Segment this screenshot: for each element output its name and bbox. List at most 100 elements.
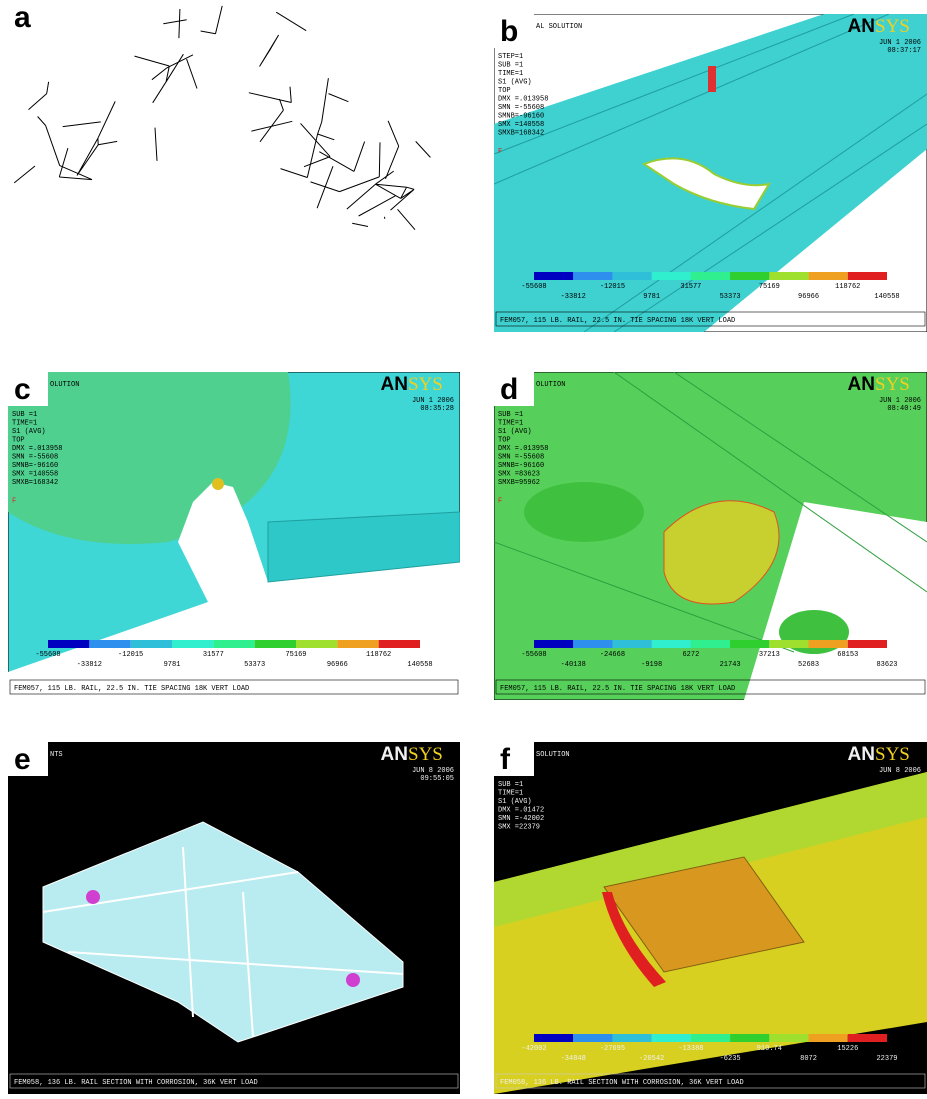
info-line: DMX =.013958 xyxy=(12,445,62,453)
marker: F xyxy=(498,148,502,156)
legend-swatch xyxy=(573,640,612,648)
legend-swatch xyxy=(48,640,89,648)
marker: F xyxy=(498,498,502,506)
legend-swatch xyxy=(89,640,130,648)
legend-label: -9198 xyxy=(641,661,662,669)
legend-swatch xyxy=(612,1034,651,1042)
legend-swatch xyxy=(534,640,573,648)
panel: AL SOLUTIONSTEP=1SUB =1TIME=1S1 (AVG)TOP… xyxy=(494,14,927,332)
info-line: S1 (AVG) xyxy=(498,798,532,806)
legend-swatch xyxy=(809,640,848,648)
heading: SOLUTION xyxy=(536,751,570,759)
legend-swatch xyxy=(379,640,420,648)
legend-label: -12015 xyxy=(118,651,143,659)
logo: AN xyxy=(848,374,875,395)
legend-label: 8072 xyxy=(800,1055,817,1063)
info-line: SMN =-42002 xyxy=(498,815,544,823)
legend-label: 53373 xyxy=(720,293,741,301)
date: JUN 1 2006 xyxy=(412,397,454,405)
info-line: SMNB=-96160 xyxy=(12,462,58,470)
peak-stress xyxy=(212,478,224,490)
legend-swatch xyxy=(769,1034,808,1042)
info-line: SMX =22379 xyxy=(498,824,540,832)
wireframe-mesh xyxy=(14,6,430,230)
legend-label: -33812 xyxy=(77,661,102,669)
legend-label: -55608 xyxy=(521,283,546,291)
legend-label: -13388 xyxy=(678,1045,703,1053)
info-line: SMXB=95962 xyxy=(498,479,540,487)
legend-label: 140558 xyxy=(874,293,899,301)
info-line: SMXB=168342 xyxy=(12,479,58,487)
legend-label: 83623 xyxy=(876,661,897,669)
info-line: TIME=1 xyxy=(12,420,37,428)
time: 09:55:05 xyxy=(420,775,454,783)
legend-label: -24668 xyxy=(600,651,625,659)
info-line: SUB =1 xyxy=(12,411,37,419)
legend-swatch xyxy=(691,640,730,648)
panel: a xyxy=(8,0,460,335)
legend-label: 75169 xyxy=(759,283,780,291)
heading: OLUTION xyxy=(536,381,565,389)
logo: SYS xyxy=(408,744,443,765)
info-line: TOP xyxy=(498,437,511,445)
logo: SYS xyxy=(875,374,910,395)
legend-swatch xyxy=(172,640,213,648)
legend-swatch xyxy=(652,272,691,280)
logo: AN xyxy=(381,744,408,765)
legend-label: 96966 xyxy=(798,293,819,301)
legend-label: 910.74 xyxy=(757,1045,782,1053)
legend-swatch xyxy=(691,272,730,280)
heading: AL SOLUTION xyxy=(536,23,582,31)
legend-label: 118762 xyxy=(835,283,860,291)
legend-swatch xyxy=(848,1034,887,1042)
info-line: SMX =140558 xyxy=(498,121,544,129)
heading: OLUTION xyxy=(50,381,79,389)
legend-swatch xyxy=(809,1034,848,1042)
legend-swatch xyxy=(534,1034,573,1042)
legend-label: 140558 xyxy=(407,661,432,669)
legend-swatch xyxy=(612,640,651,648)
info-line: DMX =.013958 xyxy=(498,445,548,453)
panel: OLUTIONSUB =1TIME=1S1 (AVG)TOPDMX =.0139… xyxy=(494,372,927,700)
time: 08:37:17 xyxy=(887,47,921,55)
legend-label: 31577 xyxy=(680,283,701,291)
legend-label: 53373 xyxy=(244,661,265,669)
panel-letter: b xyxy=(500,15,518,48)
legend-label: 75169 xyxy=(285,651,306,659)
legend-label: -6235 xyxy=(720,1055,741,1063)
footer: FEM058, 136 LB. RAIL SECTION WITH CORROS… xyxy=(14,1079,258,1087)
info-line: SMN =-55608 xyxy=(498,104,544,112)
legend-label: -33812 xyxy=(561,293,586,301)
panel-letter: e xyxy=(14,743,31,776)
heading: NTS xyxy=(50,751,63,759)
legend-swatch xyxy=(848,640,887,648)
info-line: S1 (AVG) xyxy=(12,428,46,436)
legend-label: -42002 xyxy=(521,1045,546,1053)
info-line: STEP=1 xyxy=(498,53,523,61)
legend-label: 21743 xyxy=(720,661,741,669)
info-line: SMNB=-96160 xyxy=(498,462,544,470)
footer: FEM058, 136 LB. RAIL SECTION WITH CORROS… xyxy=(500,1079,744,1087)
legend-swatch xyxy=(730,272,769,280)
legend-swatch xyxy=(769,640,808,648)
legend-swatch xyxy=(573,272,612,280)
legend-swatch xyxy=(652,1034,691,1042)
info-line: SMN =-55608 xyxy=(498,454,544,462)
info-line: TIME=1 xyxy=(498,790,523,798)
legend-label: -12015 xyxy=(600,283,625,291)
info-line: DMX =.01472 xyxy=(498,807,544,815)
info-line: TOP xyxy=(12,437,25,445)
legend-label: -27695 xyxy=(600,1045,625,1053)
figure: aAL SOLUTIONSTEP=1SUB =1TIME=1S1 (AVG)TO… xyxy=(0,0,927,1094)
footer: FEM057, 115 LB. RAIL, 22.5 IN. TIE SPACI… xyxy=(500,317,735,325)
info-line: SUB =1 xyxy=(498,62,523,70)
info-line: TOP xyxy=(498,87,511,95)
logo: SYS xyxy=(875,16,910,37)
legend-swatch xyxy=(691,1034,730,1042)
load-marker xyxy=(346,973,360,987)
legend-swatch xyxy=(730,1034,769,1042)
info-line: SMXB=168342 xyxy=(498,130,544,138)
date: JUN 1 2006 xyxy=(879,397,921,405)
